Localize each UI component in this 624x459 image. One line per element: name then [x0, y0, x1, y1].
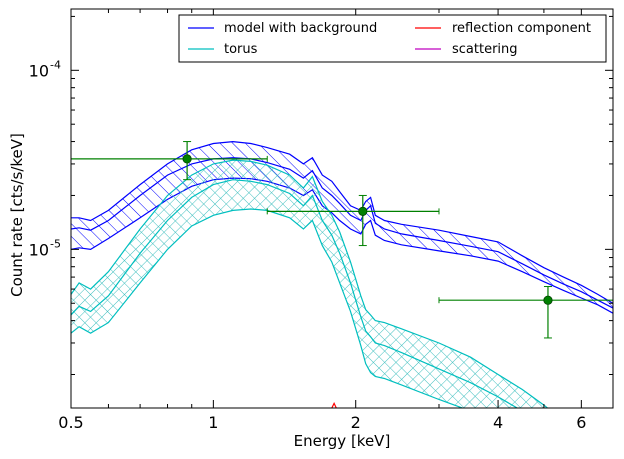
reflection-component-line [331, 402, 337, 408]
series-layer [71, 140, 613, 408]
x-axis-title: Energy [keV] [294, 432, 391, 450]
x-tick-label-1: 1 [208, 413, 218, 432]
axes-layer: 0.5 1 2 4 610-410-5 [29, 8, 614, 432]
legend: model with background torus reflection c… [178, 14, 607, 63]
torus-band [71, 160, 548, 408]
legend-label-scattering: scattering [452, 42, 518, 57]
y-tick-label-exp-1: -5 [50, 237, 61, 250]
x-tick-label-3: 4 [493, 413, 503, 432]
y-axis-title: Count rate [cts/s/keV] [8, 133, 26, 297]
model-with-background-mid-line [71, 157, 613, 309]
data-point-0 [182, 154, 192, 164]
legend-box [178, 14, 607, 63]
y-tick-label-0: 10 [29, 61, 49, 80]
data-point-2 [543, 295, 553, 305]
x-tick-label-2: 2 [351, 413, 361, 432]
x-tick-label-0: 0.5 [58, 413, 83, 432]
torus-upper-line [71, 159, 549, 408]
y-tick-label-exp-0: -4 [50, 58, 61, 71]
legend-label-torus: torus [224, 42, 258, 57]
torus-lower-line [71, 208, 465, 408]
plot-frame [70, 8, 614, 409]
legend-label-model: model with background [224, 21, 377, 36]
x-tick-label-4: 6 [576, 413, 586, 432]
y-tick-label-1: 10 [29, 240, 49, 259]
data-points-layer [71, 141, 613, 339]
torus-mid-line [71, 179, 519, 408]
data-point-1 [358, 206, 368, 216]
legend-label-reflection: reflection component [452, 21, 591, 36]
